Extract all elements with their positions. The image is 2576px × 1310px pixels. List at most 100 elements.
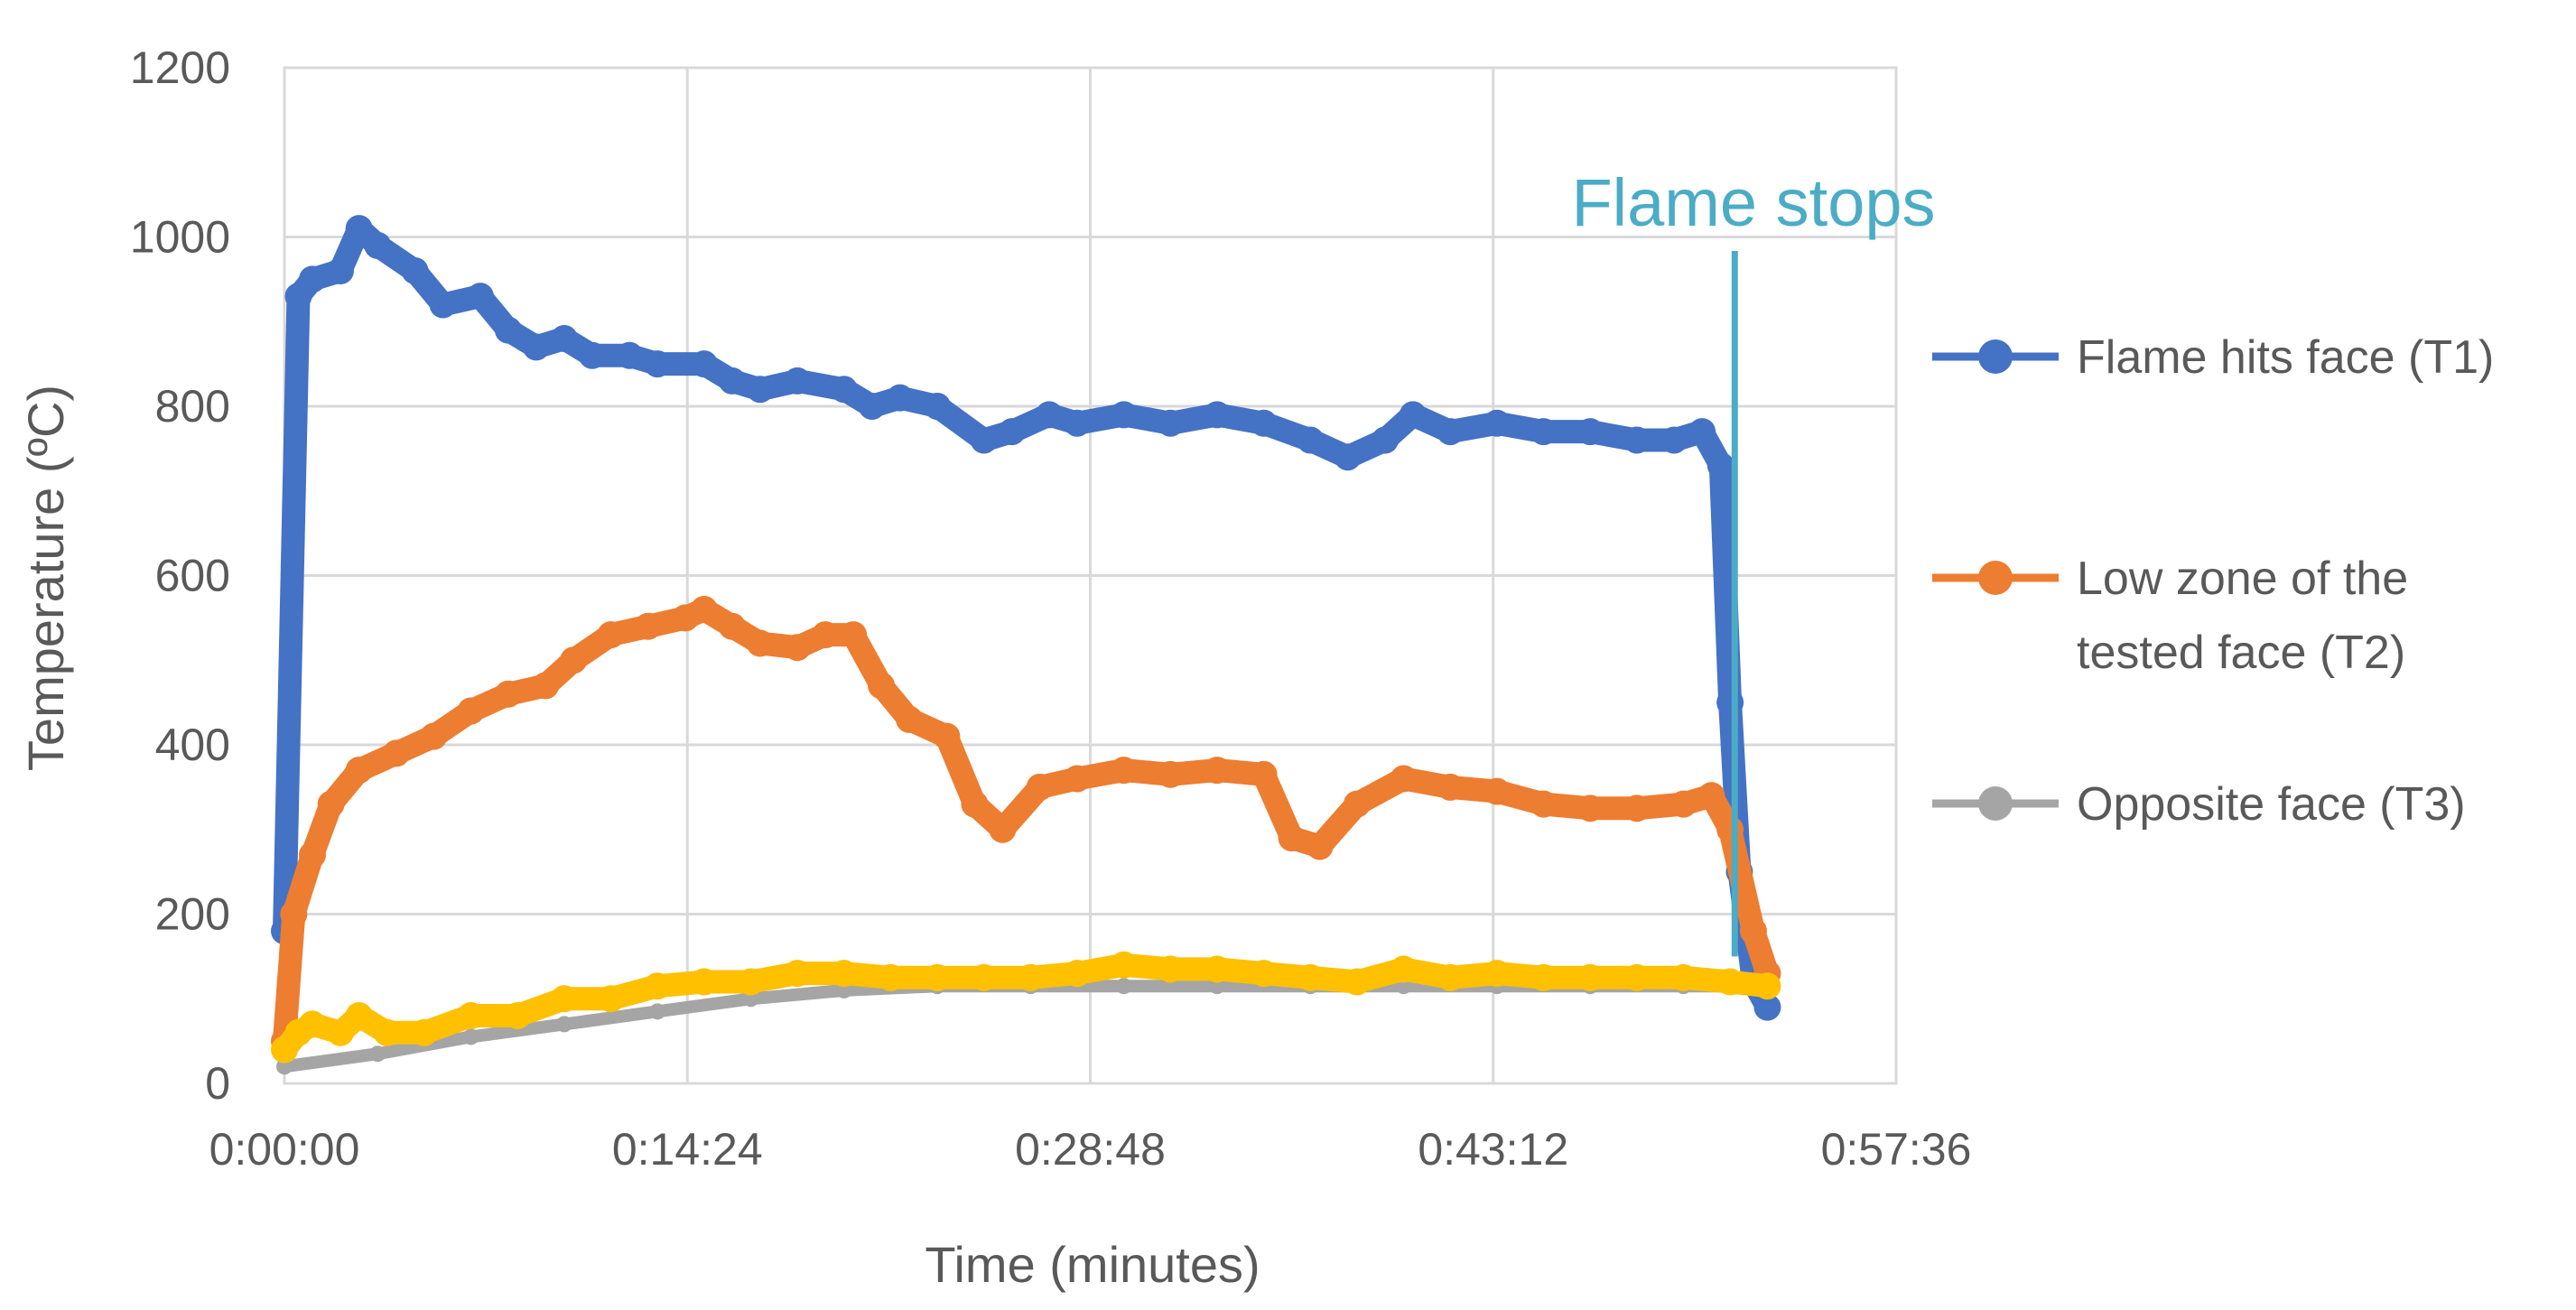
series-1-point <box>784 367 812 395</box>
series-4-point <box>1203 955 1231 983</box>
series-1-point <box>1688 418 1716 446</box>
series-layer <box>271 215 1781 1075</box>
x-axis-title: Time (minutes) <box>925 1236 1260 1293</box>
legend-label: Flame hits face (T1) <box>2077 331 2494 384</box>
series-4-point <box>410 1018 438 1046</box>
series-2-point <box>317 790 345 818</box>
series-4-point <box>877 963 905 991</box>
series-2-point <box>1390 765 1418 793</box>
series-1-point <box>858 393 886 420</box>
series-2-point <box>382 739 410 767</box>
flame-stops-label: Flame stops <box>1571 165 1935 240</box>
legend-marker <box>1978 561 2013 595</box>
series-4-point <box>784 960 812 988</box>
series-1-point <box>1203 401 1231 429</box>
series-1-point <box>522 333 550 361</box>
series-1-point <box>690 350 718 378</box>
series-2-point <box>298 841 326 869</box>
legend-label: Low zone of the <box>2077 553 2408 605</box>
series-2 <box>271 596 1781 1055</box>
x-tick-label: 0:00:00 <box>209 1124 360 1175</box>
legend-marker <box>1978 786 2013 821</box>
x-tick-label: 0:14:24 <box>612 1124 763 1175</box>
series-1-point <box>1576 418 1604 446</box>
legend-item: Flame hits face (T1) <box>1932 331 2494 384</box>
series-2-point <box>560 646 588 674</box>
series-2-point <box>494 680 522 708</box>
y-tick-label: 600 <box>155 551 230 601</box>
series-4-point <box>298 1010 326 1038</box>
series-1-point <box>326 257 354 284</box>
series-2-point <box>961 790 989 818</box>
legend-item: Low zone of the tested face (T2) <box>1932 553 2408 679</box>
series-1-point <box>970 426 998 454</box>
series-2-point <box>812 621 840 649</box>
y-axis-ticks: 0 200 400 600 800 1000 1200 <box>130 42 230 1109</box>
series-4-point <box>1343 968 1371 996</box>
series-4-point <box>1716 968 1744 996</box>
series-1-point <box>401 257 429 284</box>
x-tick-label: 0:57:36 <box>1821 1124 1972 1175</box>
series-2-point <box>718 612 746 640</box>
series-2-point <box>345 757 373 785</box>
series-4-point <box>504 1002 532 1029</box>
x-tick-label: 0:28:48 <box>1015 1124 1166 1175</box>
series-4-point <box>1576 963 1604 991</box>
series-2-point <box>1623 794 1651 822</box>
series-1-point <box>1623 426 1651 454</box>
series-4 <box>271 951 1781 1064</box>
series-2-point <box>746 629 774 657</box>
series-1-point <box>494 316 522 344</box>
series-1-point <box>644 350 672 378</box>
series-1-point <box>550 325 578 352</box>
series-4-point <box>970 963 998 991</box>
y-axis-title: Temperature (ºC) <box>17 385 74 771</box>
series-1-point <box>1530 418 1558 446</box>
series-1-point <box>364 231 392 259</box>
legend-label: Opposite face (T3) <box>2077 778 2466 831</box>
series-4-point <box>1157 955 1185 983</box>
series-1-point <box>1437 418 1465 446</box>
series-2-point <box>634 612 662 640</box>
series-4-point <box>1297 963 1325 991</box>
series-1-point <box>1660 426 1688 454</box>
series-1-point <box>746 376 774 404</box>
series-1-point <box>1250 409 1278 437</box>
series-1-point <box>466 283 494 311</box>
legend-marker <box>1978 339 2013 374</box>
series-1-point <box>1483 409 1511 437</box>
series-4-point <box>1753 972 1781 1000</box>
series-3-point <box>369 1045 386 1063</box>
series-1-line <box>273 217 1780 1019</box>
series-4-point <box>924 963 952 991</box>
series-1-point <box>1157 409 1185 437</box>
series-1-point <box>718 367 746 395</box>
series-2-point <box>1157 760 1185 788</box>
series-1-point <box>429 291 457 319</box>
series-4-point <box>345 1002 373 1029</box>
y-tick-label: 1000 <box>130 212 230 263</box>
series-2-point <box>1739 917 1767 945</box>
series-2-point <box>1576 794 1604 822</box>
series-4-point <box>326 1018 354 1046</box>
series-2-point <box>690 596 718 623</box>
series-4-point <box>1110 951 1138 979</box>
series-4-point <box>373 1018 401 1046</box>
series-2-point <box>1110 757 1138 785</box>
series-4-point <box>737 968 765 996</box>
series-4-point <box>1250 960 1278 988</box>
series-1-point <box>1297 426 1325 454</box>
series-2-point <box>896 705 924 733</box>
series-4-point <box>690 968 718 996</box>
series-4-point <box>1017 963 1045 991</box>
series-4-point <box>457 1002 485 1029</box>
series-1-point <box>1334 443 1362 471</box>
series-4-point <box>1437 963 1465 991</box>
series-4-point <box>1623 963 1651 991</box>
series-4-point <box>1390 955 1418 983</box>
series-2-point <box>457 697 485 725</box>
series-4-point <box>1064 960 1092 988</box>
series-4-point <box>1669 963 1697 991</box>
series-1-point <box>830 376 858 404</box>
series-3-point <box>1115 978 1132 995</box>
